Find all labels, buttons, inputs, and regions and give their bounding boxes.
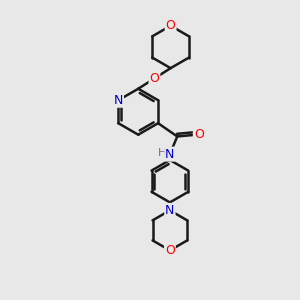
Text: N: N — [114, 94, 123, 107]
Text: O: O — [166, 19, 176, 32]
Text: O: O — [194, 128, 204, 142]
Text: O: O — [149, 72, 159, 85]
Text: H: H — [158, 148, 166, 158]
Text: N: N — [165, 204, 175, 217]
Text: N: N — [165, 148, 175, 160]
Text: O: O — [165, 244, 175, 257]
